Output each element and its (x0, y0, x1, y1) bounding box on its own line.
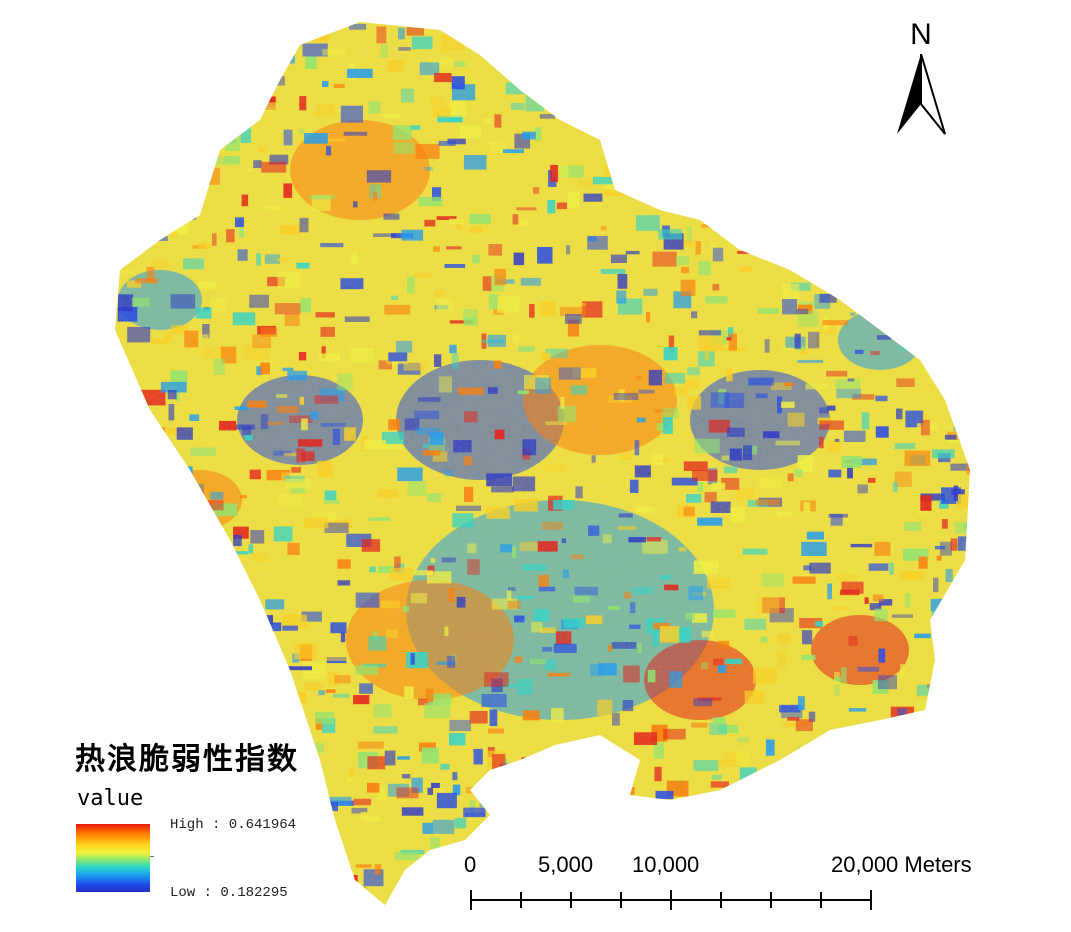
scale-label-5000: 5,000 (538, 852, 594, 877)
north-arrow: N (893, 18, 949, 138)
scale-label-10000: 10,000 (632, 852, 700, 877)
scale-label-0: 0 (464, 852, 477, 877)
north-arrow-icon (897, 54, 946, 135)
legend-color-ramp (76, 824, 150, 892)
scale-bar-line (470, 890, 872, 910)
scale-bar: 0 5,000 10,000 20,000 Meters (462, 852, 1022, 922)
legend-title: 热浪脆弱性指数 (75, 742, 299, 777)
legend-ramp-tick (150, 856, 154, 857)
raster-cells (115, 22, 970, 905)
scale-label-20000: 20,000 Meters (831, 852, 972, 877)
legend-low-label: Low : 0.182295 (170, 885, 288, 901)
legend-high-label: High : 0.641964 (170, 817, 297, 833)
legend-field-label: value (77, 786, 144, 811)
north-arrow-label: N (910, 18, 932, 51)
